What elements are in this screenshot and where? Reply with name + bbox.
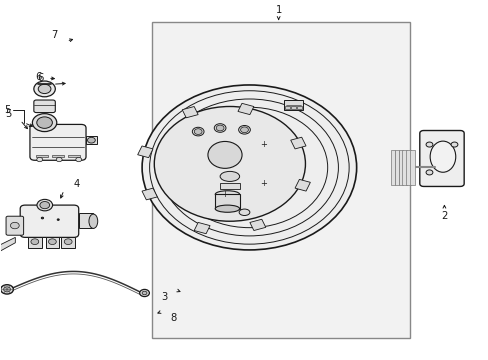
Ellipse shape [220,171,239,181]
Circle shape [87,137,95,143]
Bar [294,179,310,191]
Bar [297,106,302,109]
Circle shape [37,157,42,162]
Text: +: + [260,140,267,149]
Text: 7: 7 [51,30,58,40]
Bar [45,237,59,248]
Bar [138,146,153,158]
Ellipse shape [215,191,239,198]
Bar [394,150,398,185]
Bar [152,22,409,338]
Ellipse shape [154,107,305,221]
Bar [142,188,157,200]
Bar [194,222,210,234]
Circle shape [425,142,432,147]
Circle shape [425,170,432,175]
Text: 3: 3 [161,292,167,302]
Bar [398,150,402,185]
Ellipse shape [207,141,242,168]
Circle shape [240,127,248,133]
Text: 4: 4 [73,179,79,189]
Text: 2: 2 [440,211,447,221]
Circle shape [450,142,457,147]
Circle shape [48,239,56,244]
Circle shape [194,129,202,134]
Bar [238,103,253,114]
FancyBboxPatch shape [34,100,55,113]
Bar [79,213,93,228]
Ellipse shape [239,209,249,216]
Bar [291,106,296,109]
Circle shape [37,199,53,211]
Bar [402,150,406,185]
Bar [28,237,41,248]
Bar [406,150,410,185]
Circle shape [32,114,57,132]
FancyBboxPatch shape [419,131,463,186]
Circle shape [58,219,59,220]
FancyBboxPatch shape [6,216,23,235]
Text: 5: 5 [5,109,11,119]
Bar [36,154,48,157]
Bar [68,154,80,157]
Circle shape [38,84,51,94]
Circle shape [238,126,250,134]
Text: 6: 6 [38,73,44,83]
Circle shape [41,217,43,219]
Circle shape [214,124,225,132]
Bar [290,137,305,149]
Circle shape [76,157,81,162]
Circle shape [57,219,59,220]
Text: +: + [221,190,228,199]
Text: 6: 6 [35,72,41,82]
Ellipse shape [142,85,356,250]
Circle shape [40,202,50,209]
Circle shape [192,127,203,136]
Circle shape [10,222,19,229]
Circle shape [216,125,224,131]
FancyBboxPatch shape [20,205,79,237]
Circle shape [140,289,149,297]
Text: 1: 1 [275,5,281,15]
Bar [249,219,265,230]
Bar [182,107,198,118]
Circle shape [3,287,10,292]
Bar [220,183,239,189]
Circle shape [31,239,39,244]
Bar [285,106,290,109]
Text: +: + [260,179,267,188]
FancyBboxPatch shape [30,125,86,160]
Circle shape [64,239,72,244]
Ellipse shape [215,205,239,212]
Bar [86,136,97,144]
Bar [215,194,239,209]
Circle shape [34,81,55,97]
Bar [61,237,75,248]
Text: 5: 5 [4,105,11,115]
Bar [390,150,394,185]
Bar [283,100,303,110]
Polygon shape [0,237,15,253]
Bar [52,154,64,157]
Circle shape [142,291,147,295]
Ellipse shape [89,214,98,228]
Ellipse shape [429,141,455,172]
Circle shape [37,117,52,129]
Circle shape [56,157,62,162]
Circle shape [42,217,43,219]
Text: 8: 8 [170,313,177,323]
Circle shape [0,285,13,294]
Bar [409,150,414,185]
